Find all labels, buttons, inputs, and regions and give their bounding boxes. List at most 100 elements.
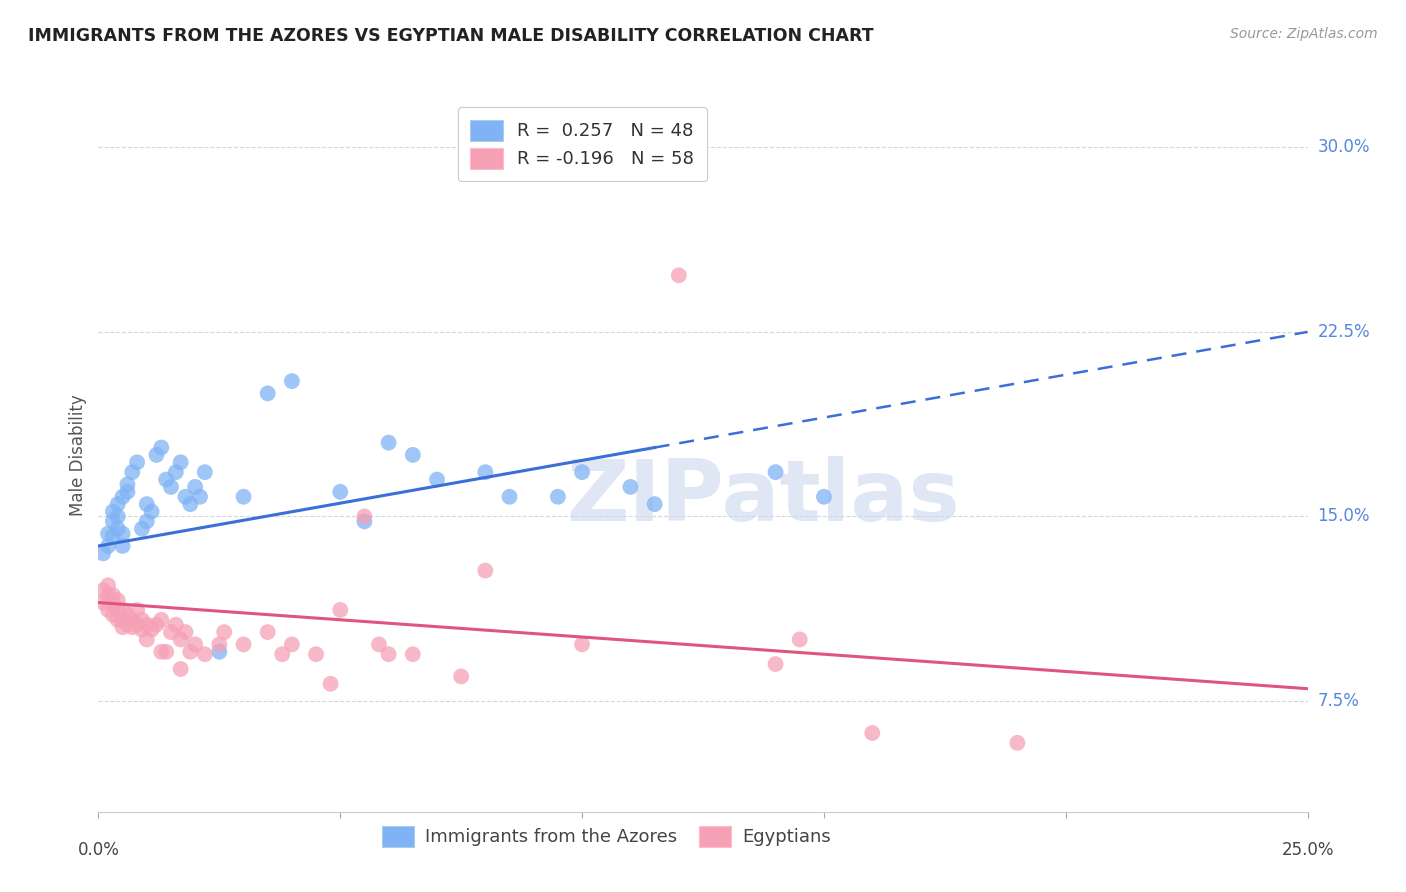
Point	[145, 617, 167, 632]
Point	[450, 669, 472, 683]
Point	[155, 473, 177, 487]
Text: ZIPatlas: ZIPatlas	[567, 456, 960, 540]
Point	[121, 613, 143, 627]
Point	[111, 490, 134, 504]
Point	[101, 529, 124, 543]
Point	[111, 526, 134, 541]
Point	[101, 514, 124, 528]
Point	[160, 480, 183, 494]
Point	[117, 607, 139, 622]
Point	[474, 564, 496, 578]
Point	[121, 620, 143, 634]
Text: 30.0%: 30.0%	[1317, 138, 1369, 156]
Point	[150, 645, 173, 659]
Point	[131, 613, 153, 627]
Point	[174, 625, 197, 640]
Point	[179, 645, 201, 659]
Point	[305, 647, 328, 661]
Point	[474, 465, 496, 479]
Point	[101, 504, 124, 518]
Point	[353, 514, 375, 528]
Point	[212, 625, 235, 640]
Point	[155, 645, 177, 659]
Point	[107, 497, 129, 511]
Point	[97, 603, 120, 617]
Y-axis label: Male Disability: Male Disability	[69, 394, 87, 516]
Point	[402, 647, 425, 661]
Point	[169, 455, 191, 469]
Point	[368, 637, 391, 651]
Point	[319, 677, 342, 691]
Text: 7.5%: 7.5%	[1317, 692, 1360, 710]
Point	[145, 448, 167, 462]
Point	[117, 477, 139, 491]
Point	[160, 625, 183, 640]
Point	[91, 596, 114, 610]
Point	[111, 603, 134, 617]
Text: 15.0%: 15.0%	[1317, 508, 1369, 525]
Point	[107, 509, 129, 524]
Point	[184, 480, 207, 494]
Point	[121, 465, 143, 479]
Point	[194, 647, 217, 661]
Point	[107, 603, 129, 617]
Point	[329, 603, 352, 617]
Point	[131, 522, 153, 536]
Text: 22.5%: 22.5%	[1317, 323, 1369, 341]
Point	[91, 546, 114, 560]
Point	[127, 617, 149, 632]
Point	[117, 617, 139, 632]
Point	[271, 647, 294, 661]
Point	[111, 539, 134, 553]
Point	[174, 490, 197, 504]
Point	[141, 504, 163, 518]
Point	[329, 484, 352, 499]
Point	[101, 588, 124, 602]
Point	[107, 522, 129, 536]
Point	[232, 637, 254, 651]
Point	[813, 490, 835, 504]
Point	[97, 539, 120, 553]
Point	[377, 435, 399, 450]
Point	[165, 465, 187, 479]
Point	[135, 497, 157, 511]
Point	[668, 268, 690, 283]
Point	[571, 465, 593, 479]
Point	[860, 726, 883, 740]
Point	[184, 637, 207, 651]
Point	[135, 617, 157, 632]
Point	[127, 455, 149, 469]
Point	[127, 603, 149, 617]
Point	[377, 647, 399, 661]
Point	[101, 596, 124, 610]
Text: 0.0%: 0.0%	[77, 841, 120, 859]
Point	[135, 632, 157, 647]
Point	[101, 607, 124, 622]
Point	[353, 509, 375, 524]
Point	[644, 497, 666, 511]
Point	[165, 617, 187, 632]
Point	[571, 637, 593, 651]
Point	[208, 637, 231, 651]
Point	[179, 497, 201, 511]
Text: Source: ZipAtlas.com: Source: ZipAtlas.com	[1230, 27, 1378, 41]
Point	[111, 620, 134, 634]
Point	[117, 484, 139, 499]
Point	[141, 623, 163, 637]
Point	[111, 613, 134, 627]
Legend: Immigrants from the Azores, Egyptians: Immigrants from the Azores, Egyptians	[374, 819, 838, 854]
Point	[97, 588, 120, 602]
Point	[402, 448, 425, 462]
Point	[232, 490, 254, 504]
Point	[169, 662, 191, 676]
Point	[150, 441, 173, 455]
Point	[619, 480, 641, 494]
Point	[256, 625, 278, 640]
Point	[789, 632, 811, 647]
Point	[135, 514, 157, 528]
Point	[107, 593, 129, 607]
Point	[765, 657, 787, 671]
Point	[281, 637, 304, 651]
Point	[1007, 736, 1029, 750]
Point	[169, 632, 191, 647]
